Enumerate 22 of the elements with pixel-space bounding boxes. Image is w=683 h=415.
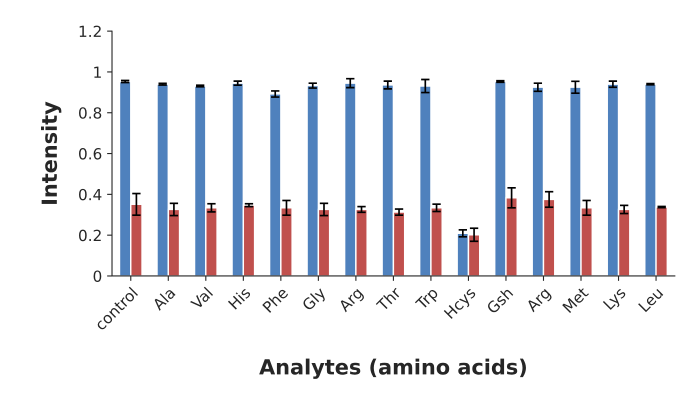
x-tick-label: Thr [375, 286, 402, 312]
y-tick-label: 0.4 [79, 188, 102, 200]
x-tick-label: Arg [525, 287, 553, 315]
x-tick-label: Lys [602, 286, 628, 312]
x-tick-label: Trp [414, 286, 441, 312]
x-tick-label: Leu [638, 287, 664, 312]
x-tick-label: Phe [262, 286, 289, 314]
x-tick-label: Val [190, 286, 214, 310]
x-tick-label: Gly [301, 286, 329, 314]
x-tick-label: His [228, 286, 252, 310]
y-tick-label: 0.6 [79, 148, 102, 160]
x-tick-label: Gsh [486, 286, 514, 314]
y-tick-label: 1.2 [80, 26, 101, 37]
x-tick-label: Arg [338, 287, 366, 315]
x-tick-label: Met [562, 286, 590, 314]
y-axis-title: Intensity [41, 102, 62, 204]
x-tick-label: Ala [151, 286, 176, 311]
y-tick-label: 1 [94, 66, 101, 78]
y-tick-label: 0.2 [79, 230, 101, 242]
x-axis-title: Analytes (amino acids) [259, 358, 526, 379]
y-tick-label: 0.8 [79, 107, 102, 119]
y-tick-label: 0 [94, 270, 102, 282]
